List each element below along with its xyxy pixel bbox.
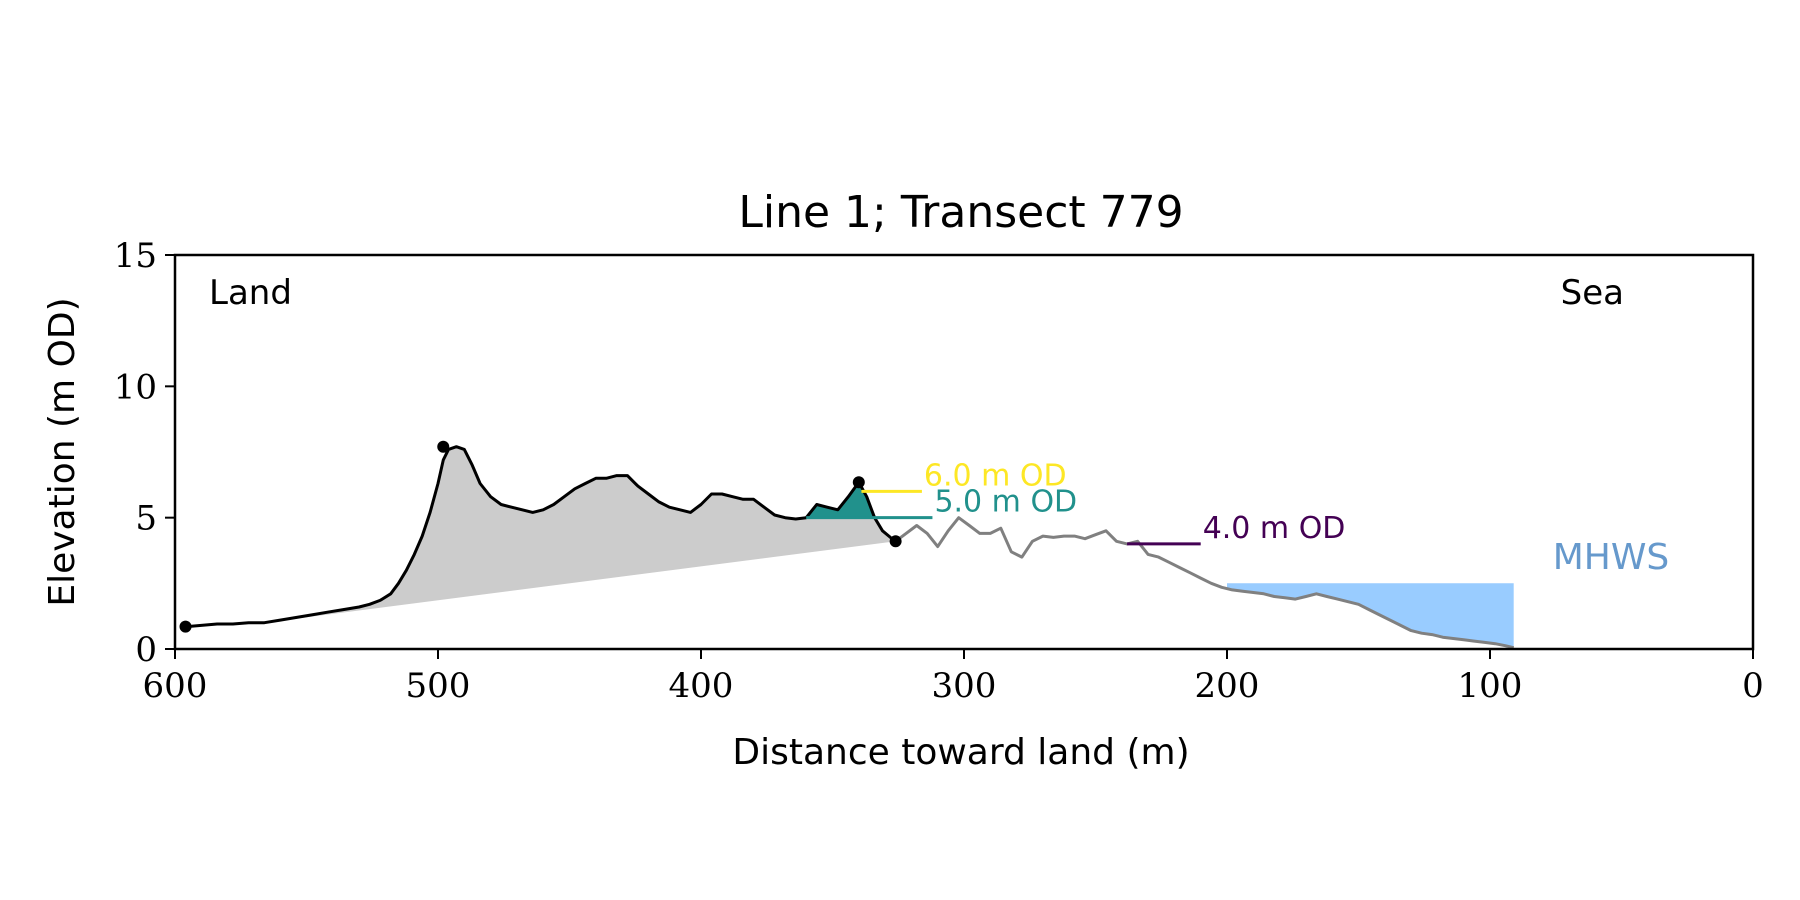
y-axis: 0 5 10 15 [114,236,175,670]
profile-marker-2 [852,476,865,489]
y-tick-label-3: 15 [114,236,157,276]
sea-label: Sea [1561,273,1624,313]
plot-area: 6.0 m OD5.0 m OD 4.0 m OD MHWS [179,440,1670,650]
level-label-1: 5.0 m OD [934,485,1077,520]
dune-volume-fill [264,446,896,623]
level-5-fill [806,482,886,518]
chart-title: Line 1; Transect 779 [738,187,1183,238]
profile-line-sea [894,516,1515,650]
x-tick-label-5: 100 [1458,666,1523,706]
x-tick-label-3: 300 [932,666,997,706]
profile-marker-0 [179,620,192,633]
x-tick-label-0: 600 [143,666,208,706]
profile-line-land [185,445,897,629]
x-tick-label-2: 400 [669,666,734,706]
x-axis: 600 500 400 300 200 100 0 [143,649,1764,706]
y-tick-label-1: 5 [135,499,157,539]
mhws-fill [1227,583,1514,648]
profile-marker-3 [889,535,902,548]
y-tick-label-0: 0 [135,630,157,670]
land-label: Land [209,273,292,313]
level-label-0: 6.0 m OD [924,458,1067,493]
y-axis-label: Elevation (m OD) [42,297,83,606]
profile-marker-1 [437,440,450,453]
annotation-0: MHWS [1553,537,1670,578]
y-tick-label-2: 10 [114,367,157,407]
x-tick-label-1: 500 [406,666,471,706]
x-axis-label: Distance toward land (m) [732,732,1189,773]
level-label-2: 4.0 m OD [1203,511,1346,546]
x-tick-label-4: 200 [1195,666,1260,706]
x-tick-label-6: 0 [1742,666,1764,706]
